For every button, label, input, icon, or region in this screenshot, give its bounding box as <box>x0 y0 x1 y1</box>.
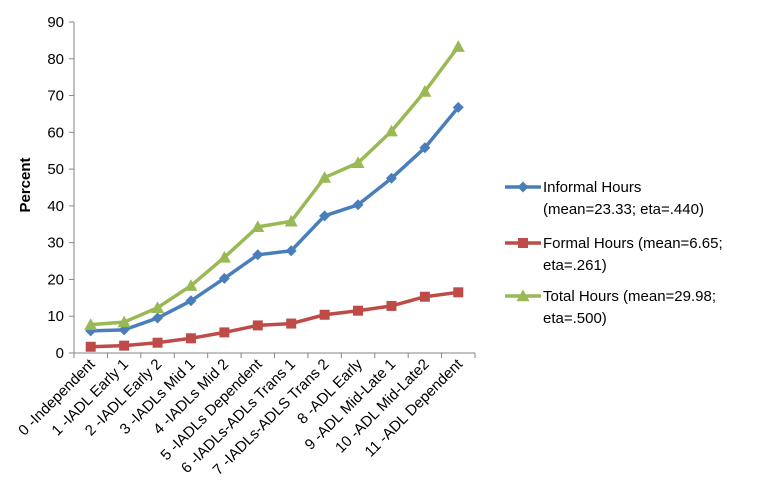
y-tick-label: 30 <box>47 235 64 252</box>
data-point <box>119 341 129 351</box>
data-point <box>153 338 163 348</box>
y-tick-label: 40 <box>47 198 64 215</box>
y-tick-label: 10 <box>47 308 64 325</box>
series-line <box>91 292 459 346</box>
legend-label: Informal Hours <box>543 179 641 196</box>
y-tick-label: 70 <box>47 88 64 105</box>
data-point <box>453 287 463 297</box>
legend: Informal Hours (mean=23.33; eta=.440) Form… <box>505 179 723 327</box>
y-tick-label: 20 <box>47 271 64 288</box>
series-line <box>91 47 459 325</box>
legend-label: eta=.500) <box>543 310 607 327</box>
series-1 <box>86 287 464 351</box>
data-point <box>518 182 529 193</box>
data-point <box>452 40 465 52</box>
legend-item-0: Informal Hours (mean=23.33; eta=.440) <box>505 179 704 218</box>
legend-label: Total Hours (mean=29.98; <box>543 288 716 305</box>
legend-label: eta=.261) <box>543 257 607 274</box>
data-point <box>420 292 430 302</box>
legend-item-2: Total Hours (mean=29.98; eta=.500) <box>505 288 716 327</box>
legend-item-1: Formal Hours (mean=6.65; eta=.261) <box>505 235 723 274</box>
data-point <box>518 238 528 248</box>
data-point <box>253 320 263 330</box>
data-point <box>186 333 196 343</box>
legend-label: (mean=23.33; eta=.440) <box>543 201 704 218</box>
y-tick-label: 0 <box>56 345 64 362</box>
y-tick-label: 80 <box>47 51 64 68</box>
series-2 <box>84 40 465 330</box>
y-tick-label: 60 <box>47 124 64 141</box>
data-point <box>286 319 296 329</box>
data-point <box>86 342 96 352</box>
data-point <box>320 310 330 320</box>
data-point <box>386 301 396 311</box>
y-axis-label: Percent <box>17 157 34 212</box>
series-line <box>91 107 459 331</box>
legend-label: Formal Hours (mean=6.65; <box>543 235 723 252</box>
y-tick-label: 90 <box>47 14 64 31</box>
data-point <box>353 306 363 316</box>
data-point <box>219 327 229 337</box>
y-tick-label: 50 <box>47 161 64 178</box>
series-layer <box>84 40 465 352</box>
